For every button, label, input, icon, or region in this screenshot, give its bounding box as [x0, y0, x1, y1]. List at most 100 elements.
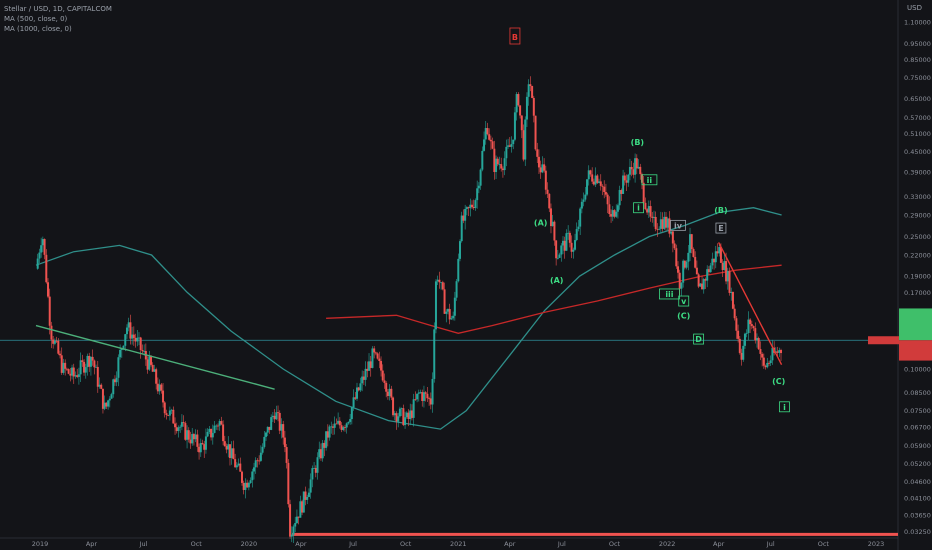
- trendline-green: [35, 324, 275, 390]
- candle-body: [507, 145, 510, 147]
- candle-body: [431, 378, 434, 405]
- candle-body: [108, 398, 111, 401]
- candle-body: [689, 234, 692, 253]
- candle-body: [443, 289, 446, 314]
- x-tick-label: Jul: [557, 540, 566, 548]
- ma1000-legend[interactable]: MA (1000, close, 0): [4, 25, 72, 33]
- candle-body: [574, 240, 577, 250]
- candle-body: [230, 448, 233, 459]
- candle-body: [77, 374, 80, 377]
- candle-body: [107, 400, 110, 407]
- candle-body: [295, 516, 298, 524]
- candle-body: [198, 446, 201, 453]
- candle-body: [709, 265, 712, 273]
- candle-body: [723, 261, 726, 271]
- y-tick-label: 0.05900: [904, 442, 931, 450]
- candle-body: [510, 144, 513, 147]
- candle-body: [586, 179, 589, 195]
- candle-body: [211, 432, 214, 438]
- candle-body: [179, 426, 182, 428]
- candle-body: [222, 424, 225, 442]
- candle-body: [404, 417, 407, 426]
- candle-body: [247, 482, 250, 488]
- candle-body: [301, 501, 304, 513]
- candle-body: [180, 422, 183, 427]
- wave-label: i: [637, 204, 640, 213]
- candle-body: [737, 330, 740, 339]
- candle-body: [503, 158, 506, 171]
- candle-body: [225, 446, 228, 450]
- candle-body: [677, 266, 680, 273]
- wave-label: (B): [714, 206, 727, 215]
- candle-body: [750, 324, 753, 327]
- currency-label: USD: [907, 4, 922, 12]
- candle-body: [558, 254, 561, 258]
- ma500-legend[interactable]: MA (500, close, 0): [4, 15, 68, 23]
- candle-body: [680, 282, 683, 289]
- candle-body: [256, 460, 259, 462]
- candle-body: [88, 355, 91, 367]
- candle-body: [201, 443, 204, 445]
- candle-body: [417, 392, 420, 394]
- candle-body: [450, 318, 453, 320]
- candle-body: [692, 249, 695, 257]
- candle-body: [328, 426, 331, 438]
- candle-body: [596, 175, 599, 183]
- candle-body: [479, 169, 482, 186]
- candle-body: [534, 115, 537, 150]
- candle-body: [508, 145, 511, 147]
- candle-body: [240, 471, 243, 483]
- candle-body: [208, 428, 211, 432]
- candle-body: [74, 375, 77, 377]
- candle-body: [761, 353, 764, 358]
- candle-body: [601, 185, 604, 187]
- candle-body: [546, 189, 549, 194]
- candle-body: [268, 426, 271, 430]
- candle-body: [642, 182, 645, 203]
- candle-body: [718, 247, 721, 254]
- candle-body: [512, 139, 515, 145]
- candle-body: [747, 319, 750, 334]
- candle-body: [486, 128, 489, 135]
- candle-body: [206, 431, 209, 437]
- candle-body: [131, 334, 134, 339]
- candle-body: [36, 258, 39, 269]
- candle-body: [182, 422, 185, 424]
- candle-body: [673, 243, 676, 249]
- candle-body: [101, 388, 104, 409]
- candle-body: [204, 436, 207, 450]
- candle-body: [488, 134, 491, 140]
- candle-body: [294, 523, 297, 527]
- candle-body: [513, 112, 516, 140]
- wave-label-box: [633, 202, 644, 214]
- candle-body: [67, 369, 70, 374]
- candle-body: [40, 245, 43, 253]
- symbol-title[interactable]: Stellar / USD, 1D, CAPITALCOM: [4, 5, 112, 13]
- candle-body: [330, 426, 333, 428]
- candle-body: [261, 446, 264, 453]
- x-tick-label: Oct: [609, 540, 621, 548]
- candle-body: [191, 434, 194, 444]
- candle-body: [426, 393, 429, 399]
- candle-body: [462, 215, 465, 221]
- candle-body: [177, 427, 180, 432]
- x-tick-label: Apr: [86, 540, 98, 548]
- candle-body: [551, 221, 554, 227]
- candle-body: [500, 164, 503, 169]
- candle-body: [345, 423, 348, 428]
- candle-body: [589, 170, 592, 175]
- candle-body: [76, 375, 79, 377]
- candle-body: [618, 190, 621, 206]
- candle-body: [386, 391, 389, 396]
- candle-body: [266, 426, 269, 433]
- candle-body: [572, 249, 575, 252]
- candle-body: [340, 425, 343, 430]
- candle-body: [105, 402, 108, 407]
- candle-body: [223, 441, 226, 447]
- candle-body: [570, 242, 573, 252]
- x-tick-label: Jul: [139, 540, 148, 548]
- candle-body: [532, 97, 535, 116]
- candle-body: [275, 412, 278, 420]
